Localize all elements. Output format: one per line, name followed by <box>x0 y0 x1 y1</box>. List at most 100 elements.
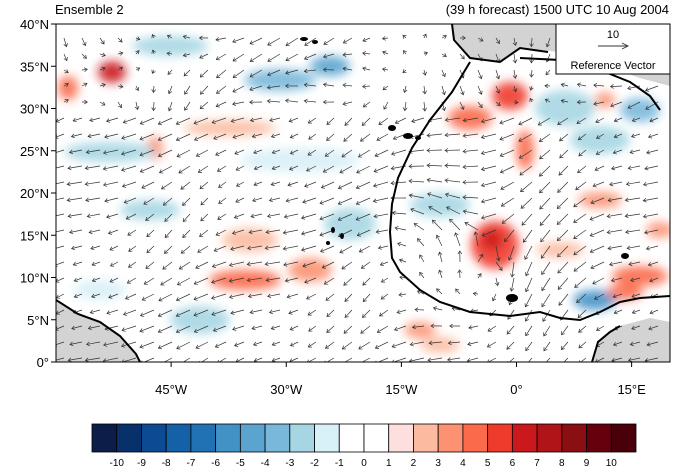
wind-vector <box>632 309 641 314</box>
wind-vector-head <box>472 291 477 297</box>
wind-vector-head <box>610 103 615 108</box>
wind-vector <box>124 197 137 203</box>
wind-vector <box>158 293 173 301</box>
wind-vector <box>445 117 461 121</box>
wind-vector-head <box>119 84 124 89</box>
lon-tick-label: 45°W <box>155 382 188 397</box>
wind-vector-head <box>538 138 544 142</box>
wind-vector <box>525 309 533 322</box>
anomaly-patch <box>222 228 278 252</box>
west-africa-coast <box>388 61 670 322</box>
wind-vector <box>613 149 623 154</box>
lon-tick-label: 30°W <box>270 382 303 397</box>
wind-vector <box>477 101 483 108</box>
wind-vector-head <box>164 217 169 222</box>
wind-vector-head <box>228 294 234 299</box>
wind-vector-head <box>289 166 294 171</box>
wind-vector-head <box>610 277 615 283</box>
wind-vector-head <box>246 261 251 267</box>
wind-vector <box>613 293 623 298</box>
wind-vector <box>108 229 119 234</box>
wind-vector <box>218 197 227 204</box>
wind-vector <box>395 117 407 124</box>
wind-vector-head <box>358 345 363 350</box>
wind-vector <box>402 35 407 39</box>
wind-vector-head <box>559 137 564 142</box>
wind-vector <box>643 197 659 202</box>
wind-vector-head <box>139 120 144 125</box>
wind-vector <box>302 197 317 203</box>
wind-vector-head <box>176 153 181 158</box>
wind-vector-head <box>103 342 108 347</box>
wind-vector <box>321 181 335 189</box>
wind-vector-head <box>106 310 111 315</box>
wind-vector-head <box>595 118 600 124</box>
wind-vector-head <box>50 183 53 187</box>
wind-vector <box>200 197 209 206</box>
south-america-land <box>56 300 140 362</box>
wind-vector <box>343 277 353 286</box>
reference-vector-label: Reference Vector <box>571 60 656 72</box>
wind-vector <box>164 245 173 254</box>
wind-vector <box>409 180 425 183</box>
wind-vector-head <box>215 56 220 61</box>
wind-vector <box>362 52 371 55</box>
wind-vector <box>176 325 191 333</box>
wind-vector-head <box>462 117 467 123</box>
wind-vector <box>197 245 209 253</box>
wind-vector <box>176 341 191 350</box>
wind-vector-head <box>344 313 349 318</box>
wind-vector <box>481 181 497 187</box>
wind-vector-head <box>251 325 256 331</box>
wind-vector <box>139 133 155 140</box>
wind-vector <box>374 149 389 157</box>
wind-vector-head <box>529 43 534 48</box>
wind-vector <box>145 213 155 221</box>
wind-vector-head <box>500 202 505 207</box>
wind-vector <box>249 69 263 78</box>
wind-vector <box>473 293 479 295</box>
wind-vector <box>423 69 426 76</box>
wind-vector-head <box>269 117 274 123</box>
wind-vector <box>67 165 83 169</box>
wind-vector <box>126 213 137 220</box>
lat-tick-label: 10°N <box>20 271 49 286</box>
wind-vector <box>361 117 371 126</box>
wind-vector-head <box>145 216 150 221</box>
wind-vector <box>427 193 443 199</box>
wind-vector-head <box>372 198 377 203</box>
wind-vector <box>269 309 281 313</box>
wind-vector <box>236 181 245 187</box>
wind-vector-head <box>213 135 218 140</box>
wind-vector <box>180 181 191 190</box>
wind-vector <box>252 197 263 202</box>
wind-vector <box>85 165 101 169</box>
wind-vector <box>344 293 353 302</box>
wind-vector-head <box>444 117 449 123</box>
wind-vector-head <box>121 183 127 188</box>
wind-vector <box>249 229 263 233</box>
wind-vector <box>507 309 515 320</box>
wind-vector <box>593 84 605 87</box>
wind-vector <box>215 37 227 41</box>
wind-vector <box>375 341 389 349</box>
wind-vector-head <box>410 207 415 213</box>
wind-vector <box>513 69 516 79</box>
anomaly-patch <box>58 76 78 100</box>
wind-vector-head <box>373 213 378 219</box>
wind-vector-head <box>557 253 562 258</box>
wind-vector <box>499 117 515 124</box>
wind-vector-head <box>545 43 551 48</box>
wind-vector <box>271 325 281 330</box>
wind-vector-head <box>444 192 450 198</box>
wind-vector-head <box>413 223 418 227</box>
wind-vector-head <box>64 69 69 74</box>
wind-vector <box>123 309 137 315</box>
reference-vector-arrowhead <box>621 42 630 50</box>
wind-vector <box>69 229 83 233</box>
anomaly-patch <box>448 106 492 130</box>
anomaly-patch <box>516 130 534 170</box>
wind-vector-head <box>118 104 122 109</box>
wind-vector <box>625 197 641 201</box>
canary-island <box>403 133 413 139</box>
